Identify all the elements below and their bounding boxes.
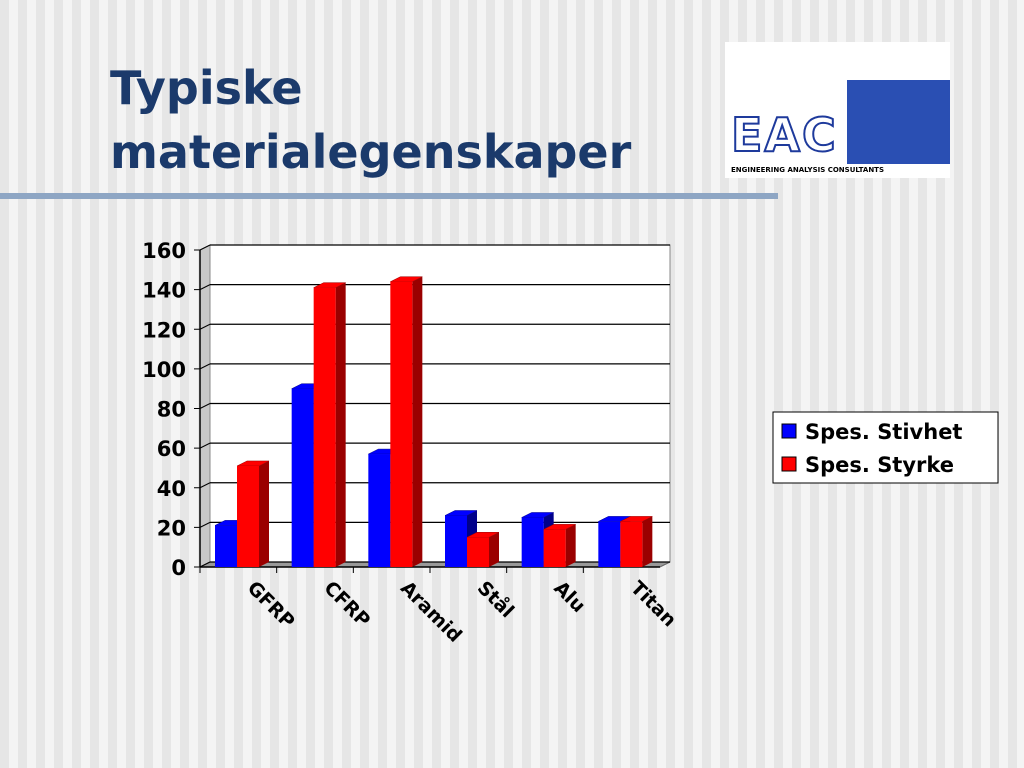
bar: [445, 515, 467, 567]
bar-side: [335, 282, 346, 567]
bar: [390, 281, 413, 567]
y-tick-label: 120: [142, 318, 186, 342]
title-rule: [0, 193, 778, 199]
slide-title: Typiske materialegenskaper: [110, 61, 632, 179]
bar: [215, 525, 237, 567]
legend-label: Spes. Styrke: [805, 453, 954, 477]
grid-line-side: [199, 323, 211, 330]
bar-side: [259, 460, 269, 567]
legend-label: Spes. Stivhet: [805, 420, 962, 444]
bar-side: [642, 516, 653, 567]
y-tick-label: 60: [157, 437, 186, 461]
x-tick-label: Titan: [626, 577, 680, 631]
legend-swatch: [781, 423, 797, 439]
logo-block: [847, 80, 950, 164]
bar: [237, 465, 259, 567]
y-tick-label: 140: [142, 279, 186, 303]
grid-line-side: [199, 244, 211, 251]
grid-line-side: [199, 442, 211, 449]
bar: [620, 521, 643, 567]
grid-line-side: [199, 284, 211, 291]
x-tick-label: GFRP: [243, 577, 299, 633]
legend-swatch: [781, 456, 797, 472]
y-tick-label: 40: [157, 477, 186, 501]
bar: [598, 521, 621, 567]
x-tick-label: Stål: [473, 576, 520, 623]
y-tick-label: 0: [171, 556, 186, 580]
grid-line-side: [199, 521, 211, 528]
grid-line-side: [199, 561, 211, 568]
grid-line-side: [199, 363, 211, 370]
x-tick-label: Alu: [549, 577, 589, 617]
bar: [368, 454, 391, 567]
bar-side: [412, 276, 423, 567]
bar: [543, 529, 566, 567]
grid-line-side: [199, 403, 211, 409]
y-tick-label: 100: [142, 358, 186, 382]
grid-line-side: [199, 482, 211, 489]
logo-subtitle: ENGINEERING ANALYSIS CONSULTANTS: [731, 166, 885, 174]
bar-side: [489, 532, 499, 567]
bar-side: [565, 524, 576, 567]
logo: EAC ENGINEERING ANALYSIS CONSULTANTS: [725, 42, 950, 178]
x-tick-label: CFRP: [319, 577, 374, 632]
y-tick-label: 160: [142, 239, 186, 263]
y-tick-label: 20: [157, 516, 186, 540]
bar: [313, 287, 336, 567]
x-tick-label: Aramid: [396, 577, 466, 647]
legend-box: [772, 411, 999, 484]
y-tick-label: 80: [157, 398, 186, 422]
bar: [521, 517, 544, 567]
bar: [467, 537, 489, 567]
bar: [291, 388, 314, 567]
logo-name: EAC: [730, 107, 838, 163]
